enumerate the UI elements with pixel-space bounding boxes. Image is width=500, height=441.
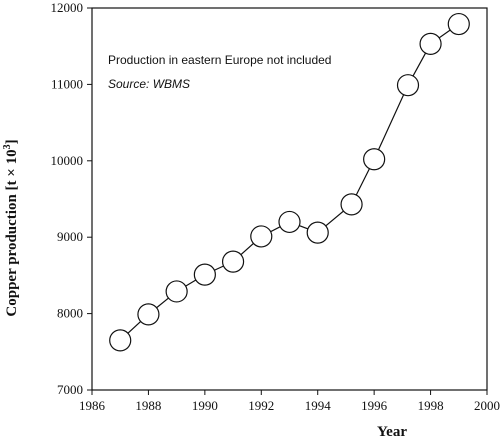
data-point-10 — [396, 74, 420, 97]
x-axis: 1986 1988 1990 1992 1994 1996 1998 2000 — [79, 390, 500, 413]
data-point-11 — [419, 32, 442, 56]
plot-frame — [91, 7, 488, 391]
data-point-4 — [221, 250, 245, 273]
data-point-3 — [193, 263, 216, 286]
data-point-1 — [137, 303, 160, 326]
x-tick-label-1986: 1986 — [79, 398, 106, 413]
y-axis-title: Copper production [t × 103] — [2, 139, 20, 316]
y-tick-label-7000: 7000 — [57, 382, 83, 397]
x-tick-label-1994: 1994 — [305, 398, 332, 413]
data-point-9 — [363, 148, 386, 171]
x-tick-label-2000: 2000 — [474, 398, 500, 413]
y-axis-title-main: Copper production [t × 10 — [4, 149, 20, 316]
source-text: Source: WBMS — [108, 77, 190, 91]
y-tick-label-12000: 12000 — [51, 0, 84, 15]
series-layer — [109, 12, 470, 352]
x-tick-label-1998: 1998 — [418, 398, 444, 413]
y-tick-label-10000: 10000 — [51, 153, 84, 168]
x-tick-label-1992: 1992 — [248, 398, 274, 413]
y-tick-label-9000: 9000 — [57, 229, 83, 244]
x-tick-label-1996: 1996 — [361, 398, 388, 413]
y-tick-label-8000: 8000 — [57, 306, 83, 321]
data-point-6 — [278, 210, 301, 234]
data-point-12 — [447, 12, 470, 36]
y-axis: 7000 8000 9000 10000 11000 12000 — [51, 0, 92, 397]
y-axis-title-close: ] — [4, 139, 20, 144]
x-axis-title: Year — [377, 424, 407, 440]
y-tick-label-11000: 11000 — [51, 76, 83, 91]
x-tick-label-1990: 1990 — [192, 398, 218, 413]
note-text: Production in eastern Europe not include… — [108, 53, 331, 67]
x-tick-label-1988: 1988 — [135, 398, 161, 413]
y-axis-title-sup: 3 — [2, 144, 13, 149]
data-point-2 — [165, 280, 188, 303]
data-point-0 — [109, 329, 132, 352]
data-point-5 — [250, 225, 273, 248]
data-point-8 — [340, 193, 363, 216]
data-point-7 — [306, 221, 329, 244]
